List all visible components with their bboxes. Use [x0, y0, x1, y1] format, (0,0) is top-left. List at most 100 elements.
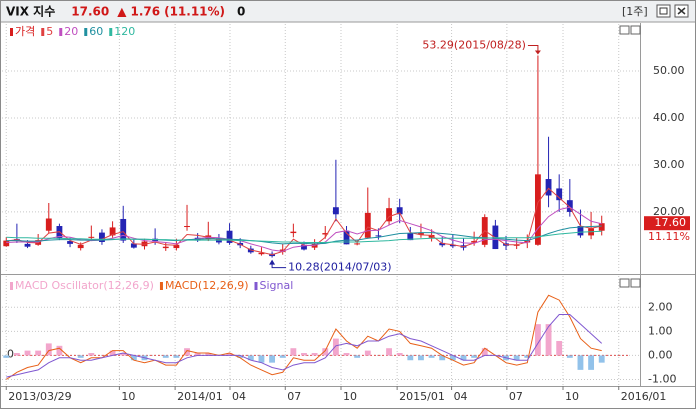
last-price-label: 17.60 — [655, 216, 687, 229]
oscillator-bar — [13, 353, 20, 356]
oscillator-bar — [226, 353, 233, 356]
candle-body — [322, 233, 329, 235]
oscillator-bar — [545, 324, 552, 356]
x-tick-label: 07 — [287, 390, 301, 403]
annotation-arrowhead — [269, 259, 276, 265]
y-tick-label: 40.00 — [653, 111, 685, 124]
oscillator-bar — [205, 353, 212, 356]
candle-body — [439, 242, 446, 246]
oscillator-bar — [88, 353, 95, 356]
oscillator-bar — [343, 353, 350, 356]
y-tick-label: 50.00 — [653, 64, 685, 77]
oscillator-bar — [418, 355, 424, 361]
panel-buttons — [619, 25, 641, 288]
candle-body — [45, 218, 52, 231]
oscillator-bar — [513, 355, 520, 361]
oscillator-bar — [194, 353, 201, 356]
oscillator-bar — [524, 355, 531, 358]
candle-body — [99, 232, 105, 242]
oscillator-bar — [56, 345, 63, 356]
legend-label: 5 — [46, 25, 53, 38]
annotation: 10.28(2014/07/03) — [288, 261, 391, 274]
y-tick-label: 0.00 — [648, 348, 673, 361]
candle-body — [471, 241, 478, 243]
y-tick-label: 30.00 — [653, 158, 685, 171]
candle-body — [258, 252, 265, 255]
icon — [659, 7, 668, 15]
candle-body — [513, 244, 520, 246]
x-tick-label: 2015/01 — [399, 390, 445, 403]
oscillator-bar — [184, 348, 190, 356]
x-tick-label: 07 — [509, 390, 523, 403]
oscillator-bar — [45, 343, 52, 356]
header-bar — [1, 1, 695, 22]
y-tick-label: 2.00 — [648, 300, 673, 313]
oscillator-bar — [407, 355, 414, 361]
x-tick-label: 2014/01 — [177, 390, 223, 403]
oscillator-bar — [428, 355, 435, 358]
candle-body — [386, 208, 392, 222]
x-tick-label: 2013/03/29 — [8, 390, 71, 403]
oscillator-bar — [364, 350, 371, 356]
period-button[interactable]: [1주] — [622, 5, 648, 18]
legend-label: 20 — [64, 25, 78, 38]
panel-max-button[interactable] — [630, 25, 641, 35]
oscillator-bar — [460, 355, 467, 361]
panel-min-button[interactable] — [619, 25, 630, 35]
candle-body — [301, 244, 307, 250]
oscillator-bar — [258, 355, 265, 363]
oscillator-bar — [396, 353, 403, 356]
legend-swatch — [10, 282, 13, 290]
candle-body — [162, 246, 169, 249]
candle-body — [577, 226, 584, 236]
panel-min-button[interactable] — [619, 278, 630, 288]
legend-swatch — [59, 28, 63, 36]
x-tick-label: 10 — [121, 390, 135, 403]
instrument-name: VIX 지수 — [6, 4, 55, 19]
oscillator-bar — [556, 340, 563, 356]
panel-max-button[interactable] — [630, 278, 641, 288]
x-tick-label: 04 — [454, 390, 468, 403]
candle-body — [120, 218, 127, 241]
legend-label: MACD(12,26,9) — [165, 279, 249, 292]
legend-swatch — [10, 28, 13, 36]
oscillator-bar — [354, 355, 361, 358]
oscillator-bar — [588, 355, 595, 370]
change-percent: (11.11%) — [164, 5, 225, 19]
oscillator-bar — [290, 348, 297, 356]
oscillator-bar — [449, 355, 456, 361]
change: 1.76 — [130, 5, 160, 19]
legend-label: Signal — [260, 279, 294, 292]
oscillator-bar — [534, 324, 541, 356]
oscillator-bar — [332, 338, 339, 356]
oscillator-bar — [237, 355, 244, 358]
oscillator-bar — [566, 355, 573, 358]
oscillator-bar — [269, 355, 276, 363]
legend-label: 가격 — [15, 25, 35, 38]
candle-body — [67, 241, 73, 244]
moving-average-line — [6, 225, 602, 245]
y-tick-label: 20.00 — [653, 205, 685, 218]
candle-body — [109, 227, 116, 236]
candle-body — [418, 233, 424, 235]
legend-swatch — [84, 28, 88, 36]
oscillator-bar — [173, 355, 180, 358]
legend-swatch — [109, 28, 113, 36]
legend-swatch — [159, 282, 163, 290]
oscillator-bar — [24, 350, 31, 356]
candle-body — [343, 230, 350, 245]
candle-body — [184, 226, 190, 228]
annotation-arrowhead — [534, 50, 541, 55]
oscillator-bar — [598, 355, 605, 363]
candle-body — [396, 207, 403, 215]
x-tick-label: 04 — [232, 390, 246, 403]
oscillator-bar — [120, 353, 127, 356]
candle-body — [226, 230, 233, 243]
last-change-label: 11.11% — [648, 230, 690, 243]
oscillator-bar — [481, 348, 488, 356]
x-tick-label: 10 — [343, 390, 357, 403]
maximize-button[interactable] — [656, 4, 671, 18]
price: 17.60 — [71, 5, 109, 19]
y-tick-label: -1.00 — [648, 373, 676, 386]
